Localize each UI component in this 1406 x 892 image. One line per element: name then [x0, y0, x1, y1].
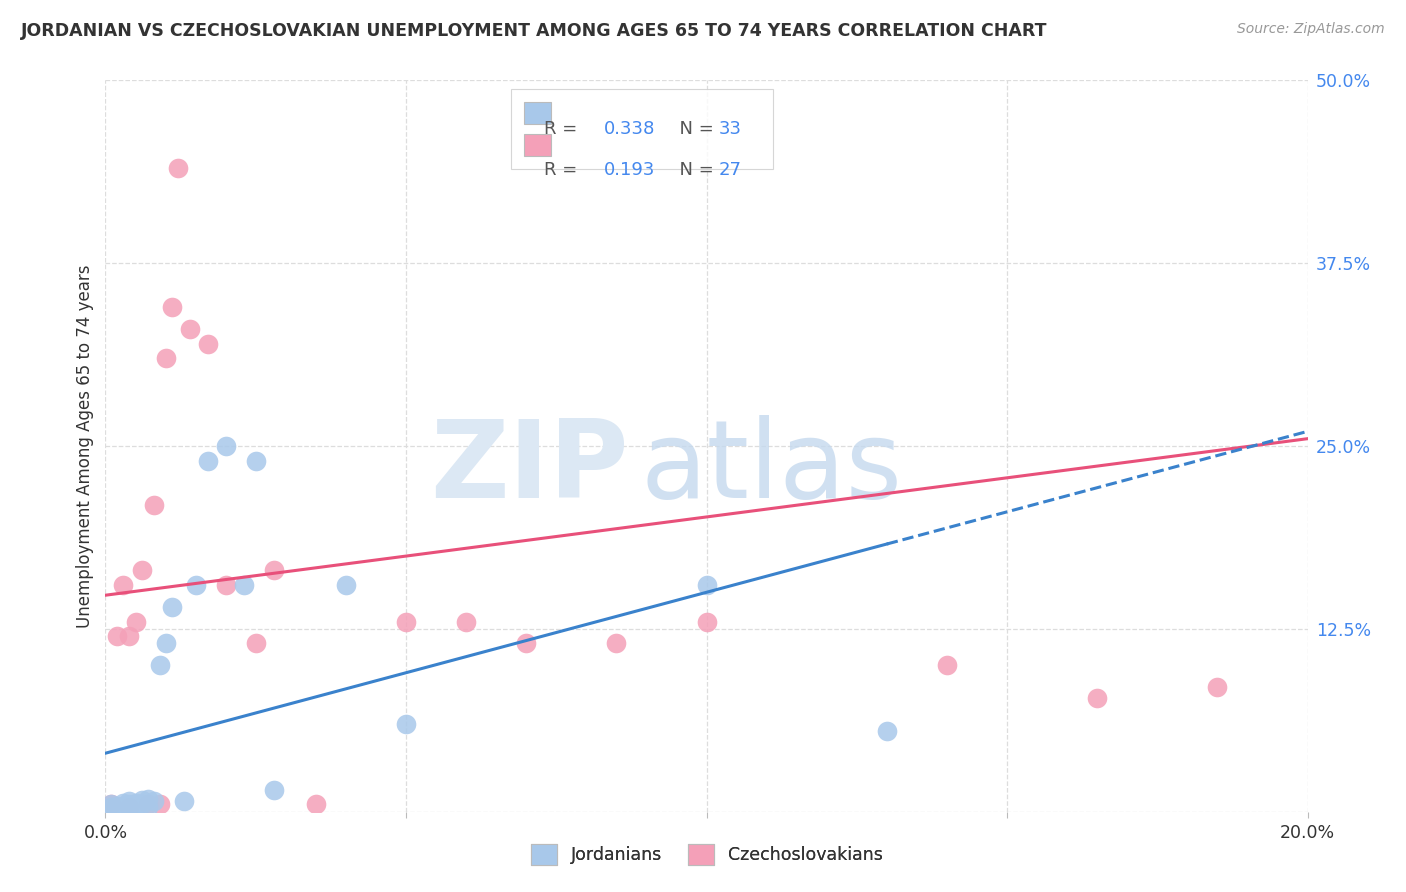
- Point: [173, 795, 195, 809]
- Point: [136, 797, 159, 812]
- Point: [155, 351, 177, 366]
- Point: [112, 800, 135, 814]
- Text: N =: N =: [668, 161, 720, 178]
- Text: R =: R =: [544, 120, 583, 137]
- Point: [395, 615, 418, 629]
- Point: [142, 795, 165, 809]
- Point: [395, 717, 418, 731]
- Point: [160, 599, 183, 614]
- Point: [112, 578, 135, 592]
- Point: [245, 636, 267, 650]
- Point: [118, 800, 141, 814]
- Point: [166, 161, 188, 175]
- Point: [179, 322, 201, 336]
- Point: [305, 797, 328, 812]
- Point: [148, 658, 170, 673]
- Text: 33: 33: [718, 120, 741, 137]
- Point: [124, 615, 146, 629]
- Point: [197, 336, 219, 351]
- Point: [605, 636, 627, 650]
- Point: [1206, 681, 1229, 695]
- Point: [112, 798, 135, 813]
- Text: R =: R =: [544, 161, 583, 178]
- Point: [131, 797, 153, 812]
- Point: [335, 578, 357, 592]
- Point: [155, 636, 177, 650]
- Point: [124, 800, 146, 814]
- Point: [124, 796, 146, 810]
- Text: atlas: atlas: [640, 415, 903, 521]
- Point: [214, 439, 236, 453]
- Point: [107, 802, 129, 816]
- Point: [696, 615, 718, 629]
- Point: [184, 578, 207, 592]
- Point: [197, 453, 219, 467]
- Text: ZIP: ZIP: [430, 415, 628, 521]
- Text: 27: 27: [718, 161, 741, 178]
- Text: JORDANIAN VS CZECHOSLOVAKIAN UNEMPLOYMENT AMONG AGES 65 TO 74 YEARS CORRELATION : JORDANIAN VS CZECHOSLOVAKIAN UNEMPLOYMEN…: [21, 22, 1047, 40]
- Point: [263, 563, 285, 577]
- Point: [100, 800, 122, 814]
- Point: [232, 578, 254, 592]
- Point: [118, 629, 141, 643]
- Point: [876, 724, 898, 739]
- Point: [515, 636, 537, 650]
- Point: [136, 791, 159, 805]
- Point: [107, 800, 129, 814]
- Point: [131, 563, 153, 577]
- Point: [131, 793, 153, 807]
- Text: N =: N =: [668, 120, 720, 137]
- Point: [118, 795, 141, 809]
- Text: Source: ZipAtlas.com: Source: ZipAtlas.com: [1237, 22, 1385, 37]
- Point: [245, 453, 267, 467]
- Point: [100, 797, 122, 812]
- Point: [263, 782, 285, 797]
- Point: [100, 797, 122, 812]
- Point: [160, 300, 183, 314]
- Y-axis label: Unemployment Among Ages 65 to 74 years: Unemployment Among Ages 65 to 74 years: [76, 264, 94, 628]
- Point: [107, 798, 129, 813]
- Point: [118, 800, 141, 814]
- Point: [124, 798, 146, 813]
- Point: [118, 797, 141, 812]
- Point: [1085, 690, 1108, 705]
- Point: [214, 578, 236, 592]
- Point: [148, 797, 170, 812]
- Text: 0.193: 0.193: [605, 161, 655, 178]
- Point: [696, 578, 718, 592]
- Point: [142, 498, 165, 512]
- Point: [936, 658, 959, 673]
- Point: [454, 615, 477, 629]
- Legend: Jordanians, Czechoslovakians: Jordanians, Czechoslovakians: [530, 844, 883, 865]
- Text: 0.338: 0.338: [605, 120, 655, 137]
- Point: [107, 629, 129, 643]
- Point: [136, 800, 159, 814]
- Point: [112, 796, 135, 810]
